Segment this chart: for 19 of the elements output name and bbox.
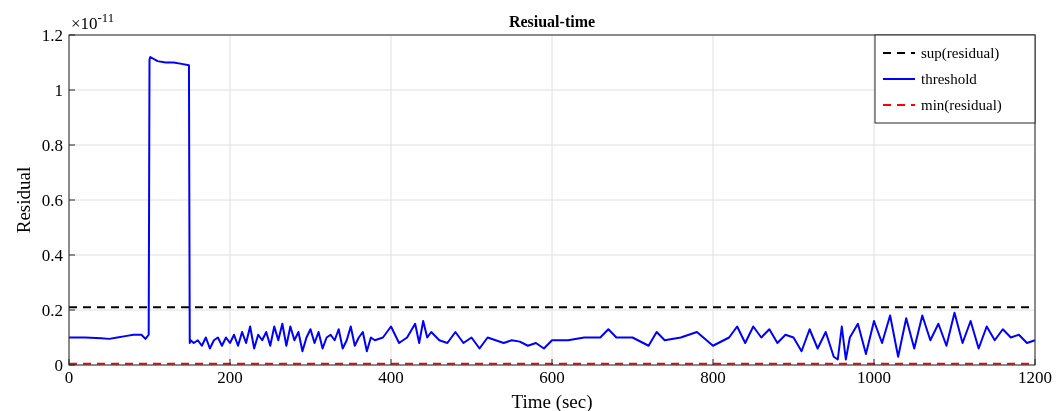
x-tick-label: 400 (378, 368, 404, 387)
y-tick-label: 1 (54, 81, 63, 100)
y-tick-label: 0 (54, 356, 63, 375)
y-tick-label: 0.8 (41, 136, 63, 155)
x-tick-label: 800 (700, 368, 726, 387)
text: ×10$^{-11}$ (71, 11, 115, 33)
y-tick-label: 0.6 (41, 191, 63, 210)
x-tick-label: 1200 (1018, 368, 1052, 387)
y-tick-label: 1.2 (41, 26, 63, 45)
legend-label: threshold (921, 71, 978, 87)
x-tick-label: 200 (217, 368, 243, 387)
chart-title: Resiual-time (508, 13, 596, 30)
legend-label: sup(residual) (921, 45, 1000, 62)
legend-label: min(residual) (921, 97, 1002, 114)
x-tick-label: 600 (539, 368, 565, 387)
x-tick-label: 1000 (857, 368, 891, 387)
y-tick-label: 0.2 (41, 301, 63, 320)
y-tick-label: 0.4 (41, 246, 64, 265)
y-axis-title: Residual (13, 166, 34, 234)
